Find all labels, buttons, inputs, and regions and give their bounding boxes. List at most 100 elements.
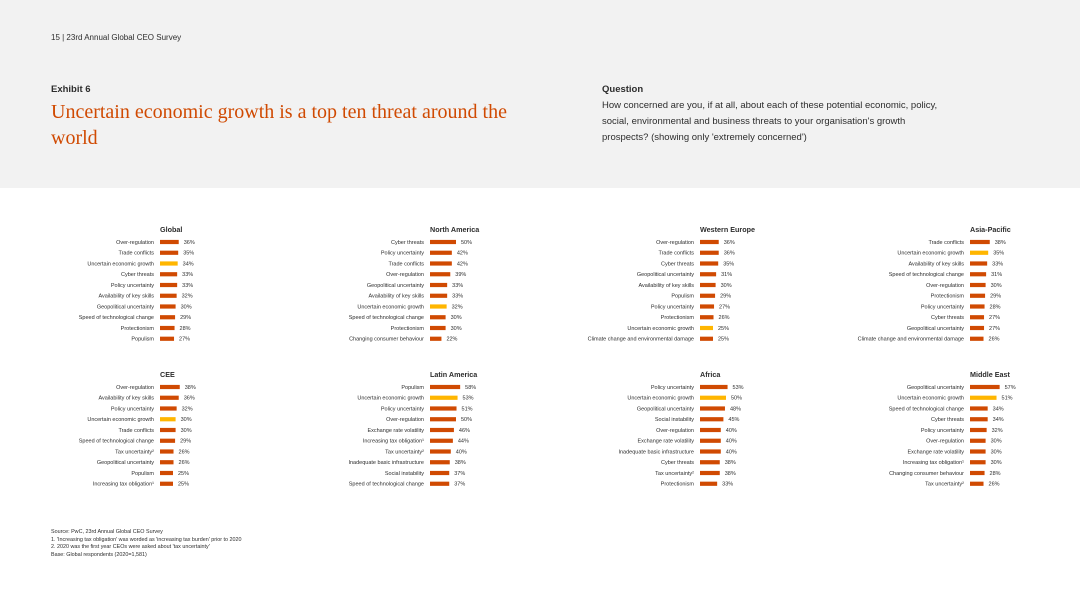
chart-panel-latin-america: Latin America Populism 58% Uncertain econom… (270, 367, 510, 497)
chart-north-america: North America Cyber threats 50% Policy unce… (349, 225, 480, 343)
category-label: Availability of key skills (98, 294, 154, 300)
bar (970, 427, 987, 433)
bar (430, 325, 446, 331)
bar (700, 438, 721, 443)
data-label: 40% (456, 449, 467, 455)
bar (430, 293, 448, 298)
category-label: Cyber threats (661, 261, 694, 267)
category-label: Uncertain economic growth (87, 261, 154, 267)
bar (430, 406, 457, 411)
data-label: 58% (465, 385, 476, 391)
bar (700, 250, 719, 255)
bar (160, 325, 175, 331)
category-label: Uncertain economic growth (87, 417, 154, 423)
headline: Uncertain economic growth is a top ten t… (51, 101, 507, 149)
chart-global: Global Over-regulation 36% Trade conflicts 3… (79, 225, 195, 343)
data-label: 26% (989, 482, 1000, 488)
data-label: 27% (719, 304, 730, 310)
data-label: 30% (991, 283, 1002, 289)
data-label: 30% (181, 428, 192, 434)
category-label: Climate change and environmental damage (858, 337, 964, 343)
bar-highlight (430, 304, 447, 309)
bar (700, 384, 728, 390)
bar (970, 261, 988, 266)
category-label: Over-regulation (116, 240, 154, 246)
chart-middle-east: Middle East Geopolitical uncertainty 57% Un… (889, 370, 1016, 488)
bar-highlight (700, 395, 726, 400)
data-label: 48% (730, 406, 741, 412)
category-label: Trade conflicts (658, 251, 694, 257)
category-label: Uncertain economic growth (357, 304, 424, 310)
data-label: 35% (183, 251, 194, 257)
data-label: 34% (993, 406, 1004, 412)
data-label: 42% (457, 251, 468, 257)
bar (430, 250, 452, 255)
data-label: 38% (995, 240, 1006, 246)
chart-panel-asia-pacific: Asia-Pacific Trade conflicts 38% Uncertain … (810, 222, 1050, 352)
data-label: 38% (725, 471, 736, 477)
exhibit-label: Exhibit 6 (51, 84, 91, 95)
data-label: 26% (179, 460, 190, 466)
category-label: Geopolitical uncertainty (97, 304, 154, 310)
category-label: Cyber threats (391, 240, 424, 246)
bar (430, 481, 450, 486)
category-label: Inadequate basic infrastructure (618, 449, 694, 455)
category-label: Cyber threats (931, 417, 964, 423)
data-label: 38% (185, 385, 196, 391)
category-label: Populism (671, 294, 694, 300)
category-label: Uncertain economic growth (627, 396, 694, 402)
bar (700, 272, 717, 277)
bar-highlight (160, 417, 176, 422)
chart-title: CEE (160, 370, 175, 379)
category-label: Speed of technological change (889, 272, 964, 278)
category-label: Trade conflicts (118, 428, 154, 434)
data-label: 29% (180, 439, 191, 445)
chart-panel-global: Global Over-regulation 36% Trade conflicts 3… (0, 222, 240, 352)
data-label: 45% (728, 417, 739, 423)
category-label: Over-regulation (926, 439, 964, 445)
bar (700, 315, 714, 320)
bar (700, 460, 720, 465)
bar (160, 438, 176, 443)
category-label: Trade conflicts (928, 240, 964, 246)
data-label: 32% (992, 428, 1003, 434)
bar (700, 293, 716, 298)
bar (970, 239, 990, 245)
category-label: Availability of key skills (368, 294, 424, 300)
bar (160, 239, 179, 245)
category-label: Policy uncertainty (921, 428, 964, 434)
category-label: Uncertain economic growth (897, 396, 964, 402)
bar (970, 438, 986, 443)
data-label: 30% (451, 315, 462, 321)
category-label: Geopolitical uncertainty (907, 326, 964, 332)
category-label: Cyber threats (931, 315, 964, 321)
category-label: Speed of technological change (79, 439, 154, 445)
chart-title: Latin America (430, 370, 478, 379)
chart-panel-africa: Africa Policy uncertainty 53% Uncertain eco… (540, 367, 780, 497)
source-notes: Source: PwC, 23rd Annual Global CEO Surv… (51, 529, 242, 559)
data-label: 27% (989, 326, 1000, 332)
category-label: Exchange rate volatility (907, 449, 964, 455)
category-label: Geopolitical uncertainty (907, 385, 964, 391)
bar (700, 406, 725, 411)
data-label: 28% (180, 326, 191, 332)
bar (430, 449, 451, 454)
data-label: 40% (726, 428, 737, 434)
category-label: Populism (131, 471, 154, 477)
data-label: 36% (724, 240, 735, 246)
data-label: 30% (721, 283, 732, 289)
bar-highlight (160, 261, 178, 266)
data-label: 28% (990, 304, 1001, 310)
chart-title: Middle East (970, 370, 1011, 379)
data-label: 34% (993, 417, 1004, 423)
category-label: Over-regulation (656, 428, 694, 434)
bar (160, 282, 178, 288)
category-label: Speed of technological change (349, 315, 424, 321)
category-label: Protectionism (661, 315, 695, 321)
base-line: Base: Global respondents (2020=1,581) (51, 551, 147, 558)
data-label: 33% (992, 261, 1003, 267)
category-label: Over-regulation (386, 417, 424, 423)
category-label: Protectionism (121, 326, 155, 332)
bar-highlight (970, 250, 989, 255)
category-label: Geopolitical uncertainty (97, 460, 154, 466)
